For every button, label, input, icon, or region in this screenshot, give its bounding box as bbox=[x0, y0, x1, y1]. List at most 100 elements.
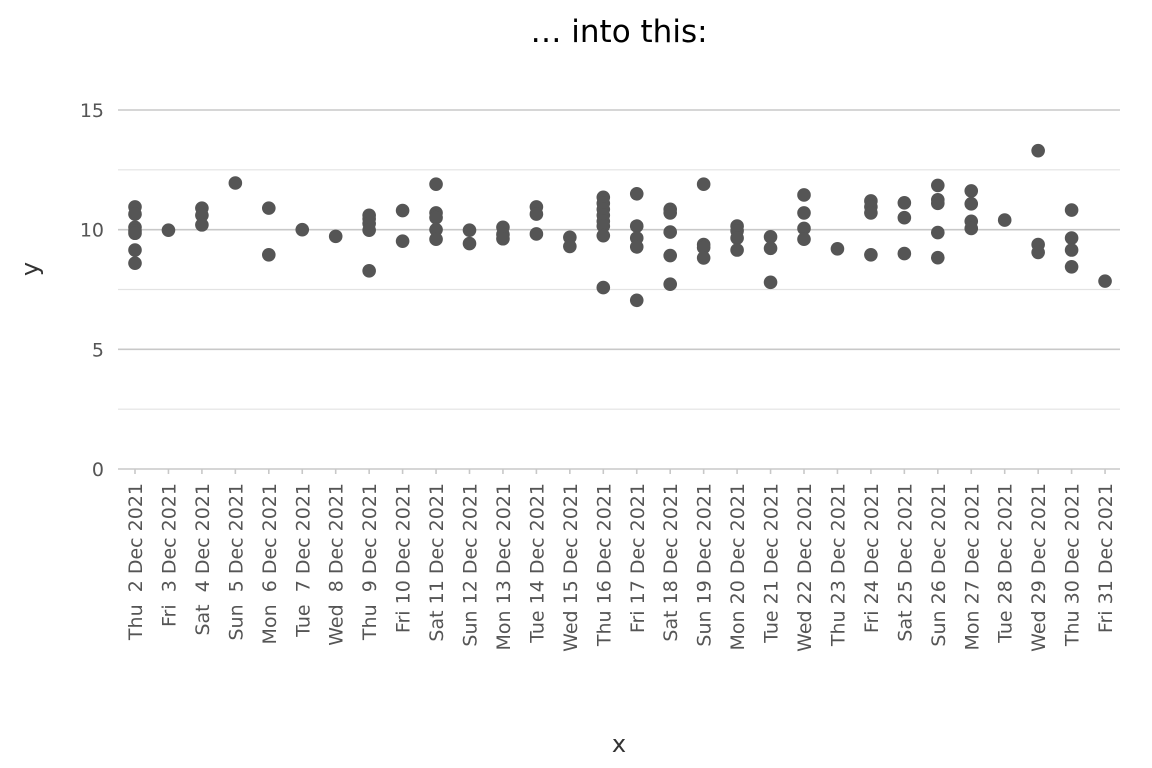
data-point bbox=[1098, 274, 1112, 288]
x-tick-label: Sun 26 Dec 2021 bbox=[928, 483, 950, 647]
data-point bbox=[395, 234, 410, 248]
data-point bbox=[596, 219, 611, 233]
x-tick-label: Tue 7 Dec 2021 bbox=[292, 483, 314, 638]
data-point bbox=[462, 236, 477, 251]
data-point bbox=[897, 246, 912, 261]
data-point bbox=[964, 197, 979, 211]
x-tick-label: Sat 11 Dec 2021 bbox=[426, 483, 448, 642]
x-tick-label: Tue 21 Dec 2021 bbox=[761, 483, 783, 644]
data-point bbox=[1031, 245, 1045, 260]
data-point bbox=[496, 231, 510, 246]
x-tick-label: Sat 25 Dec 2021 bbox=[894, 483, 916, 642]
x-axis-title: x bbox=[612, 730, 626, 758]
data-point bbox=[128, 256, 142, 270]
data-point bbox=[128, 207, 142, 221]
x-tick-label: Fri 31 Dec 2021 bbox=[1095, 483, 1117, 633]
data-point bbox=[997, 213, 1012, 227]
data-point bbox=[596, 280, 611, 295]
data-point bbox=[964, 184, 979, 198]
x-tick-label: Thu 2 Dec 2021 bbox=[125, 483, 147, 641]
data-point bbox=[362, 223, 376, 237]
data-point bbox=[931, 250, 945, 265]
x-tick-label: Thu 30 Dec 2021 bbox=[1062, 483, 1084, 647]
x-tick-label: Wed 15 Dec 2021 bbox=[560, 483, 582, 652]
x-tick-label: Tue 28 Dec 2021 bbox=[995, 483, 1017, 644]
data-point bbox=[663, 277, 677, 292]
y-tick-label: 15 bbox=[80, 100, 104, 122]
data-point bbox=[663, 248, 677, 263]
x-tick-label: Sat 18 Dec 2021 bbox=[660, 483, 682, 642]
data-point bbox=[1064, 231, 1079, 245]
data-point bbox=[429, 232, 443, 247]
data-point bbox=[763, 241, 778, 256]
y-tick-label: 0 bbox=[92, 459, 104, 481]
x-tick-label: Thu 9 Dec 2021 bbox=[359, 483, 381, 641]
x-tick-label: Sun 5 Dec 2021 bbox=[225, 483, 247, 641]
data-point bbox=[797, 232, 811, 247]
y-axis-title: y bbox=[16, 262, 44, 276]
data-point bbox=[931, 196, 945, 211]
x-tick-label: Sun 12 Dec 2021 bbox=[460, 483, 482, 647]
x-tick-label: Tue 14 Dec 2021 bbox=[526, 483, 548, 644]
x-tick-label: Wed 8 Dec 2021 bbox=[326, 483, 348, 646]
data-point bbox=[328, 229, 343, 244]
data-point bbox=[931, 225, 945, 240]
data-point bbox=[696, 177, 711, 191]
x-tick-label: Fri 24 Dec 2021 bbox=[861, 483, 883, 633]
data-point bbox=[195, 218, 209, 232]
data-point bbox=[262, 201, 276, 215]
data-point bbox=[663, 206, 677, 220]
data-point bbox=[763, 230, 778, 244]
x-tick-label: Mon 13 Dec 2021 bbox=[493, 483, 515, 650]
data-point bbox=[629, 219, 644, 233]
data-point bbox=[429, 222, 443, 237]
data-point bbox=[429, 210, 443, 225]
data-point bbox=[864, 206, 878, 220]
points-layer bbox=[128, 143, 1112, 308]
data-point bbox=[1064, 203, 1079, 217]
chart-title: … into this: bbox=[530, 14, 707, 50]
data-point bbox=[730, 243, 744, 257]
data-point bbox=[128, 243, 142, 257]
data-point bbox=[797, 206, 811, 220]
data-point bbox=[797, 221, 811, 236]
data-point bbox=[629, 186, 644, 201]
data-point bbox=[429, 177, 443, 191]
data-point bbox=[696, 251, 711, 265]
data-point bbox=[228, 176, 243, 190]
data-point bbox=[128, 226, 142, 241]
data-point bbox=[696, 240, 711, 255]
x-tick-label: Thu 16 Dec 2021 bbox=[593, 483, 615, 647]
data-point bbox=[864, 247, 878, 262]
data-point bbox=[596, 228, 611, 243]
data-point bbox=[629, 293, 644, 308]
data-point bbox=[395, 203, 410, 218]
axes-layer: 0 5 10 15 Thu 2 Dec 2021 Fri 3 Dec 2021 Sat 4 … bbox=[80, 100, 1120, 652]
data-point bbox=[663, 225, 677, 239]
data-point bbox=[830, 242, 845, 256]
x-tick-label: Fri 10 Dec 2021 bbox=[393, 483, 415, 633]
data-point bbox=[1064, 243, 1079, 257]
data-point bbox=[563, 239, 577, 254]
data-point bbox=[931, 178, 945, 193]
y-tick-label: 5 bbox=[92, 339, 104, 361]
x-tick-label: Mon 27 Dec 2021 bbox=[961, 483, 983, 650]
x-tick-label: Fri 17 Dec 2021 bbox=[627, 483, 649, 633]
data-point bbox=[195, 208, 209, 223]
data-point bbox=[897, 210, 912, 225]
grid-layer bbox=[118, 109, 1120, 410]
data-point bbox=[295, 222, 310, 237]
data-point bbox=[763, 275, 778, 290]
x-tick-label: Mon 20 Dec 2021 bbox=[727, 483, 749, 650]
data-point bbox=[1064, 259, 1079, 274]
data-point bbox=[629, 240, 644, 254]
x-tick-label: Wed 29 Dec 2021 bbox=[1028, 483, 1050, 652]
y-tick-label: 10 bbox=[80, 220, 104, 242]
data-point bbox=[964, 221, 979, 236]
data-point bbox=[161, 223, 176, 237]
x-tick-label: Wed 22 Dec 2021 bbox=[794, 483, 816, 652]
x-tick-label: Sat 4 Dec 2021 bbox=[192, 483, 214, 636]
data-point bbox=[529, 207, 544, 221]
x-tick-label: Mon 6 Dec 2021 bbox=[259, 483, 281, 644]
